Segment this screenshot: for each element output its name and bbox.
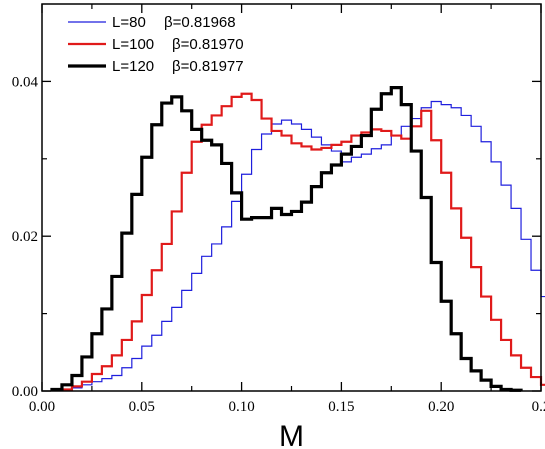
x-tick-label: 0.20 — [428, 399, 454, 415]
legend-label-2: L=120 — [112, 58, 154, 75]
x-axis-title: M — [279, 420, 304, 449]
legend-label-1: L=100 — [112, 36, 154, 53]
series-1-line — [50, 92, 545, 392]
y-tick-label: 0.04 — [12, 74, 39, 90]
x-tick-label: 0.00 — [29, 399, 55, 415]
legend-beta-0: β=0.81968 — [164, 14, 236, 31]
series-2-line — [50, 85, 523, 392]
legend-beta-2: β=0.81977 — [172, 58, 244, 75]
y-tick-label: 0.00 — [12, 384, 38, 400]
x-tick-label: 0.10 — [228, 399, 254, 415]
x-tick-label: 0.2 — [532, 399, 545, 415]
legend: L=80 β=0.81968 L=100 β=0.81970 L=120 β=0.8197… — [68, 14, 244, 75]
y-tick-label: 0.02 — [12, 229, 38, 245]
legend-label-0: L=80 — [112, 14, 146, 31]
x-tick-label: 0.15 — [328, 399, 354, 415]
x-tick-label: 0.05 — [129, 399, 155, 415]
series-layer — [50, 85, 545, 392]
ticks-layer: 0.00 0.05 0.10 0.15 0.20 0.2 0.00 0.02 0.04 — [12, 4, 545, 415]
legend-beta-1: β=0.81970 — [172, 36, 244, 53]
